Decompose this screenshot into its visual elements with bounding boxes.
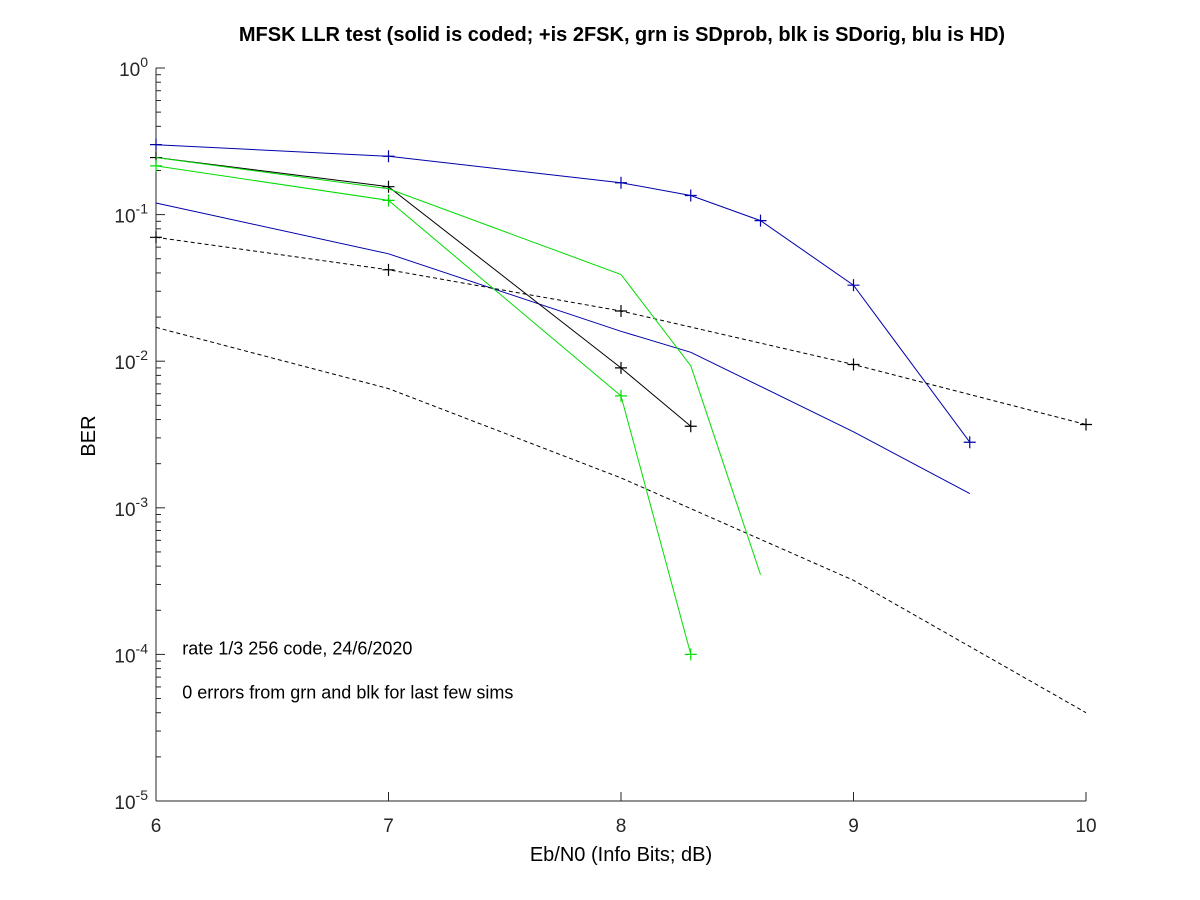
chart-title: MFSK LLR test (solid is coded; +is 2FSK,… — [239, 24, 1005, 46]
series-line-2 — [155, 202, 971, 495]
x-axis-label: Eb/N0 (Info Bits; dB) — [530, 844, 712, 866]
y-axis-label: BER — [78, 415, 100, 456]
annotation-text: 0 errors from grn and blk for last few s… — [182, 682, 513, 702]
data-point-marker — [615, 176, 627, 189]
data-point-marker — [382, 180, 395, 193]
x-tick-label: 9 — [848, 816, 859, 837]
data-point-marker — [684, 420, 697, 433]
data-point-marker — [150, 159, 162, 172]
series-line-7 — [155, 157, 761, 575]
series-line-1 — [155, 144, 971, 443]
data-point-marker — [684, 189, 697, 202]
data-point-marker — [684, 648, 697, 661]
series-layer — [150, 138, 1092, 714]
y-tick-label: 100 — [119, 54, 148, 81]
data-point-marker — [382, 150, 395, 163]
x-tick-label: 6 — [151, 816, 162, 837]
data-point-marker — [847, 279, 860, 292]
data-point-marker — [150, 138, 162, 151]
data-point-marker — [150, 231, 162, 244]
x-tick-label: 7 — [383, 816, 394, 837]
data-point-marker — [615, 389, 627, 402]
y-tick-label: 10-4 — [114, 640, 148, 667]
series-line-3 — [155, 157, 692, 427]
data-point-marker — [847, 358, 860, 371]
series-line-6 — [155, 165, 692, 655]
annotations: rate 1/3 256 code, 24/6/2020 0 errors fro… — [182, 638, 513, 702]
x-tick-label: 10 — [1075, 816, 1096, 837]
x-tick-label: 8 — [616, 816, 627, 837]
data-point-marker — [1080, 418, 1092, 431]
y-tick-label: 10-3 — [114, 494, 148, 521]
axes: 6 7 8 9 10 100 10-1 10-2 10-3 10-4 10-5 — [114, 54, 1096, 837]
data-point-marker — [754, 214, 767, 227]
data-point-marker — [615, 361, 627, 374]
annotation-text: rate 1/3 256 code, 24/6/2020 — [182, 638, 412, 658]
data-point-marker — [382, 194, 395, 207]
data-point-marker — [963, 436, 976, 449]
y-tick-label: 10-2 — [114, 347, 148, 374]
y-tick-label: 10-5 — [114, 787, 148, 814]
data-point-marker — [615, 305, 627, 318]
y-tick-label: 10-1 — [114, 201, 148, 228]
data-point-marker — [382, 263, 395, 276]
